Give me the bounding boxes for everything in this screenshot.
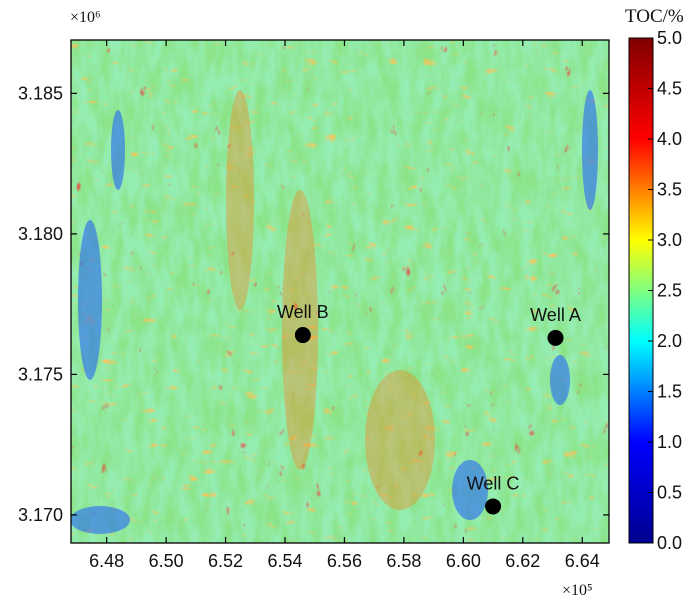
- colorbar-tick-label: 2.5: [657, 281, 682, 301]
- well-label: Well C: [467, 473, 520, 493]
- colorbar-tick-label: 3.5: [657, 180, 682, 200]
- y-tick-label: 3.170: [18, 505, 63, 525]
- y-tick-label: 3.180: [18, 224, 63, 244]
- well-dot: [485, 498, 502, 515]
- x-tick-label: 6.62: [505, 551, 540, 571]
- x-tick-label: 6.58: [386, 551, 421, 571]
- well-markers: Well B Well A Well C: [277, 302, 581, 515]
- x-tick-label: 6.60: [446, 551, 481, 571]
- x-tick-label: 6.64: [565, 551, 600, 571]
- colorbar-tick-label: 2.0: [657, 331, 682, 351]
- y-axis-ticks: 3.185 3.180 3.175 3.170: [18, 83, 609, 525]
- y-axis-multiplier: ×10⁶: [70, 9, 101, 26]
- x-axis-multiplier: ×10⁵: [562, 582, 593, 599]
- colorbar-tick-label: 5.0: [657, 28, 682, 48]
- well-marker: Well A: [530, 305, 581, 346]
- x-tick-label: 6.56: [327, 551, 362, 571]
- colorbar-tick-label: 1.0: [657, 432, 682, 452]
- well-marker: Well B: [277, 302, 329, 344]
- well-dot: [547, 329, 564, 346]
- well-marker: Well C: [467, 473, 520, 515]
- y-tick-label: 3.185: [18, 83, 63, 103]
- y-tick-label: 3.175: [18, 364, 63, 384]
- x-tick-label: 6.52: [208, 551, 243, 571]
- x-tick-label: 6.50: [149, 551, 184, 571]
- colorbar-title: TOC/%: [625, 6, 684, 27]
- colorbar-tick-label: 1.5: [657, 382, 682, 402]
- well-label: Well A: [530, 305, 581, 325]
- colorbar-tick-label: 4.5: [657, 79, 682, 99]
- map-frame: [70, 39, 610, 544]
- colorbar-tick-label: 4.0: [657, 129, 682, 149]
- colorbar-ticks: 5.0 4.5 4.0 3.5 3.0 2.5 2.0 1.5 1.0 0.5 0.0: [648, 28, 682, 553]
- colorbar-tick-label: 0.0: [657, 533, 682, 553]
- well-dot: [294, 327, 311, 344]
- x-axis-ticks: 6.48 6.50 6.52 6.54 6.56 6.58 6.60 6.62 6.64: [89, 40, 600, 571]
- toc-raster: [71, 40, 609, 543]
- well-label: Well B: [277, 302, 329, 322]
- colorbar-tick-label: 3.0: [657, 230, 682, 250]
- x-tick-label: 6.54: [267, 551, 302, 571]
- colorbar-tick-label: 0.5: [657, 483, 682, 503]
- x-tick-label: 6.48: [89, 551, 124, 571]
